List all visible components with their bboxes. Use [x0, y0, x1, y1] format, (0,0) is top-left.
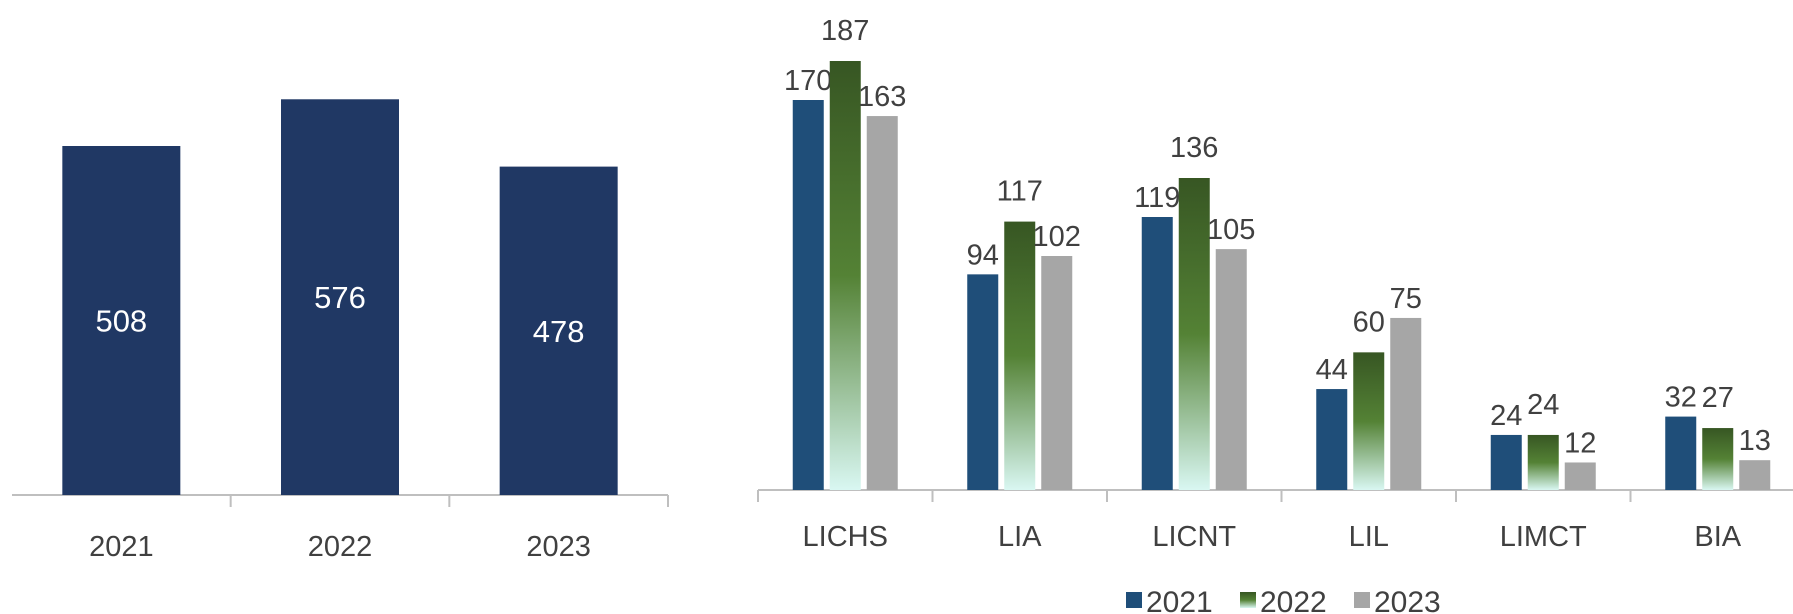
data-label: 24: [1527, 389, 1559, 421]
bar-LICHS-2021: [792, 100, 824, 490]
data-label: 94: [967, 239, 999, 271]
total-by-year-chart: 508 2021 576 2022 478 2023: [12, 99, 669, 563]
bar-BIA-2022: [1702, 428, 1734, 490]
data-label: 102: [1033, 221, 1081, 253]
legend-swatch: [1240, 592, 1256, 608]
bar-LIMCT-2022: [1527, 434, 1559, 490]
bar-LICHS-2023: [866, 116, 898, 490]
data-label: 478: [533, 314, 585, 349]
by-program-chart: 170 187 163 LICHS 94 117 102 LIA 119 136 105 LICNT 4…: [757, 15, 1793, 614]
data-label: 27: [1702, 382, 1734, 414]
legend-swatch: [1126, 592, 1142, 608]
legend: 2021 2022 2023: [1126, 586, 1441, 614]
data-label: 117: [997, 176, 1043, 208]
bar-LIL-2021: [1316, 389, 1348, 490]
x-tick-label: BIA: [1694, 521, 1741, 553]
bar-2021: [62, 146, 181, 495]
bar-2023: [499, 166, 618, 495]
bar-LIMCT-2021: [1490, 434, 1522, 490]
bar-LIL-2023: [1390, 317, 1422, 490]
legend-label: 2021: [1146, 586, 1213, 614]
x-tick-label: LIMCT: [1500, 521, 1587, 553]
bar-BIA-2021: [1665, 416, 1697, 490]
legend-label: 2023: [1374, 586, 1441, 614]
data-label: 187: [821, 15, 869, 47]
x-tick-label: 2023: [526, 531, 591, 563]
data-label: 119: [1134, 182, 1180, 214]
legend-label: 2022: [1260, 586, 1327, 614]
bar-LICNT-2023: [1215, 249, 1247, 490]
bar-LICHS-2022: [829, 61, 861, 490]
legend-swatch: [1354, 592, 1370, 608]
x-tick-label: 2021: [89, 531, 154, 563]
data-label: 13: [1739, 425, 1771, 457]
data-label: 163: [858, 81, 906, 113]
bar-LICNT-2021: [1141, 217, 1173, 490]
bar-BIA-2023: [1739, 460, 1771, 490]
data-label: 508: [95, 304, 147, 339]
data-label: 60: [1353, 306, 1385, 338]
data-label: 105: [1207, 214, 1255, 246]
data-label: 576: [314, 280, 366, 315]
data-label: 170: [784, 65, 832, 97]
data-label: 44: [1316, 354, 1348, 386]
x-tick-label: LICNT: [1152, 521, 1236, 553]
bar-LIA-2023: [1041, 256, 1073, 490]
bar-LIMCT-2023: [1564, 462, 1596, 490]
bar-LIL-2022: [1353, 352, 1385, 490]
data-label: 12: [1564, 427, 1596, 459]
bar-2022: [281, 99, 399, 496]
bar-LICNT-2022: [1178, 178, 1210, 490]
data-label: 75: [1390, 283, 1422, 315]
bar-LIA-2022: [1004, 221, 1036, 490]
bar-LIA-2021: [967, 274, 999, 490]
x-tick-label: LICHS: [803, 521, 888, 553]
data-label: 32: [1665, 382, 1697, 414]
x-tick-label: LIL: [1349, 521, 1389, 553]
data-label: 24: [1490, 400, 1522, 432]
x-tick-label: LIA: [998, 521, 1042, 553]
data-label: 136: [1170, 132, 1218, 164]
x-tick-label: 2022: [308, 531, 373, 563]
